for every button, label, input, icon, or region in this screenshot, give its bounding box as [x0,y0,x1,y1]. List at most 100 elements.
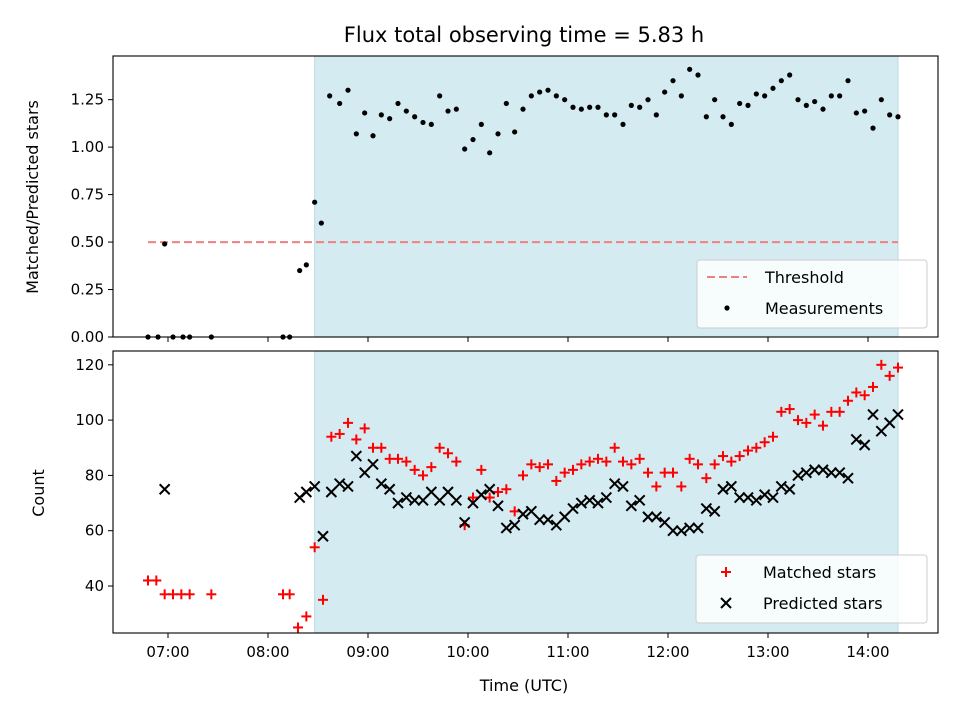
matched-star-point [826,406,837,417]
matched-star-point [751,442,762,453]
predicted-star-point [733,491,746,504]
measurement-point [403,108,409,114]
matched-star-point [426,462,437,473]
legend-matched-label: Matched stars [763,563,876,582]
ratio-axes-frame [112,55,939,338]
predicted-star-point [817,464,829,476]
matched-star-point [409,464,420,475]
measurement-point [420,119,426,126]
ratio-y-tick-label: 0.25 [71,281,104,299]
measurement-point [362,110,368,116]
predicted-star-point [692,522,704,534]
matched-star-point [784,404,795,415]
predicted-star-point [508,519,521,531]
matched-star-point [284,589,295,600]
measurement-point [345,87,351,93]
measurement-point [595,104,601,110]
measurement-point [327,93,333,99]
count-x-tick-label: 10:00 [446,643,489,661]
matched-star-point [601,456,612,467]
measurement-point [695,72,701,78]
matched-star-point [418,470,428,481]
predicted-star-point [400,491,413,504]
predicted-star-point [317,530,329,542]
predicted-star-point [775,480,788,493]
measurement-point [670,78,676,84]
count-axes-frame [112,350,939,634]
count-y-axis-label: Count [29,469,48,517]
predicted-star-point [850,433,863,446]
matched-star-point [793,415,803,426]
matched-star-point [834,406,845,417]
count-x-tick-label: 07:00 [146,643,189,661]
predicted-star-point [625,500,638,512]
measurement-point [378,112,384,118]
matched-star-point [468,492,478,503]
matched-star-point [501,484,512,495]
matched-star-point [351,434,362,445]
matched-star-point [776,406,787,417]
matched-star-point [393,453,403,464]
measurement-point [495,131,501,137]
ratio-y-tick-label: 1.00 [71,138,104,156]
matched-star-point [726,456,737,467]
matched-star-point [551,475,562,486]
matched-star-point [618,456,628,467]
measurement-point [770,85,776,91]
predicted-star-point [725,480,738,493]
predicted-star-point [683,522,696,534]
count-y-tick-label: 40 [85,577,104,595]
matched-star-point [759,437,770,448]
measurement-point [453,106,459,112]
matched-star-point [509,506,520,517]
predicted-star-point [475,489,488,501]
predicted-star-point [642,511,654,523]
measurement-point [778,78,784,84]
predicted-star-point [767,491,779,504]
matched-star-point [709,459,720,470]
predicted-star-point [600,491,613,504]
matched-star-point [451,456,462,467]
measurement-point [387,116,393,122]
count-x-tick-label: 11:00 [546,643,589,661]
matched-star-point [734,451,745,462]
predicted-star-point [667,524,679,537]
predicted-star-point [375,477,388,490]
measurement-point [537,89,543,95]
matched-star-point [559,467,570,478]
matched-star-point [893,362,903,373]
predicted-star-point [542,513,554,526]
matched-star-point [718,451,728,462]
count-panel: 40 60 80 100 120 07:00 08:00 09:00 10:00 11:00 12:… [29,350,939,695]
measurement-point [412,114,418,120]
legend-threshold-label: Threshold [764,268,844,287]
measurement-point [578,106,584,112]
matched-star-point [526,459,537,470]
matched-star-point [568,464,578,475]
measurement-point [620,121,626,127]
legend-matched-swatch [721,567,731,577]
matched-star-point [701,473,712,484]
matched-star-point [318,594,328,605]
matched-star-point [334,428,345,439]
measurement-point [445,108,451,114]
predicted-star-point [717,483,729,495]
predicted-star-point [758,489,771,501]
measurement-point [712,97,718,103]
measurement-point [803,102,809,108]
measurement-point [795,97,801,103]
matched-star-point [184,589,195,600]
predicted-star-point [708,505,721,518]
matched-star-point [634,453,645,464]
predicted-star-point [892,408,904,421]
legend-measurements-swatch [724,305,730,311]
matched-star-point [434,442,445,453]
count-x-tick-label: 13:00 [746,643,789,661]
measurement-point [487,150,493,156]
count-y-tick-label: 100 [75,411,104,429]
predicted-star-point [608,477,621,490]
measurement-point [612,112,618,118]
ratio-y-tick-label: 1.25 [71,91,104,109]
measurement-point [312,199,318,205]
measurement-point [745,102,751,108]
